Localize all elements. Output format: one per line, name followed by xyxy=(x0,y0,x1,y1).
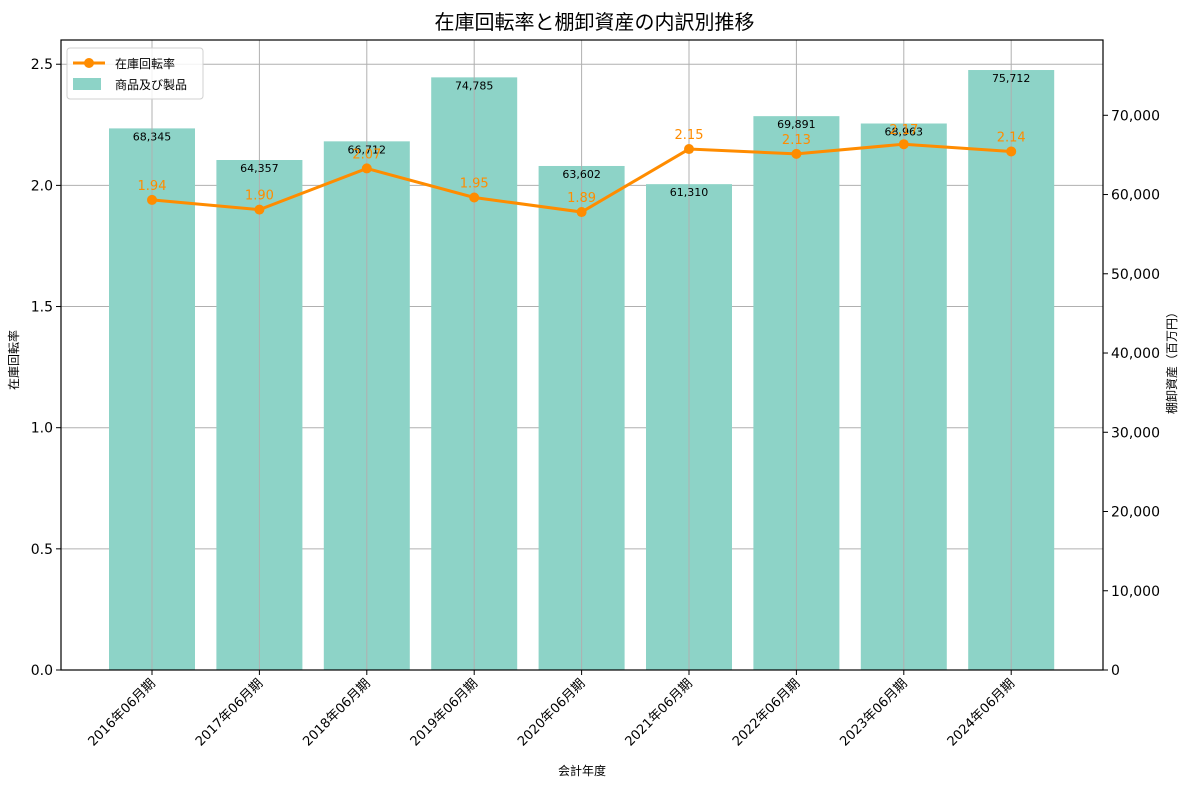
x-tick-label: 2018年06月期 xyxy=(300,676,373,749)
legend-label-turnover: 在庫回転率 xyxy=(115,56,175,71)
x-axis-label: 会計年度 xyxy=(558,763,606,778)
right-tick-label: 0 xyxy=(1111,663,1120,679)
line-marker xyxy=(254,204,265,215)
line-marker xyxy=(576,207,587,218)
x-tick-label: 2024年06月期 xyxy=(945,676,1018,749)
left-tick-label: 0.0 xyxy=(31,663,53,679)
right-tick-label: 30,000 xyxy=(1111,425,1160,441)
x-tick-label: 2016年06月期 xyxy=(86,676,159,749)
line-value-label: 2.15 xyxy=(675,128,704,143)
line-marker xyxy=(791,148,802,159)
line-value-label: 2.14 xyxy=(997,130,1026,145)
line-value-label: 1.94 xyxy=(138,179,167,194)
line-marker xyxy=(361,163,372,174)
bar-value-label: 64,357 xyxy=(240,162,279,175)
x-tick-label: 2022年06月期 xyxy=(730,676,803,749)
left-tick-label: 2.5 xyxy=(31,57,53,73)
x-tick-label: 2017年06月期 xyxy=(193,676,266,749)
left-tick-label: 0.5 xyxy=(31,542,53,558)
right-axis-label: 棚卸資産（百万円） xyxy=(1164,306,1179,414)
bar-value-label: 75,712 xyxy=(992,72,1031,85)
x-tick-label: 2023年06月期 xyxy=(837,676,910,749)
line-value-label: 1.95 xyxy=(460,177,489,192)
line-value-label: 2.07 xyxy=(352,147,381,162)
legend-bar-swatch xyxy=(73,78,101,90)
right-tick-label: 40,000 xyxy=(1111,346,1160,362)
right-tick-label: 50,000 xyxy=(1111,267,1160,283)
x-tick-label: 2020年06月期 xyxy=(515,676,588,749)
bar-value-label: 63,602 xyxy=(562,168,601,181)
left-tick-label: 1.0 xyxy=(31,421,53,437)
line-value-label: 1.89 xyxy=(567,191,596,206)
x-tick-label: 2021年06月期 xyxy=(623,676,696,749)
right-tick-label: 10,000 xyxy=(1111,584,1160,600)
right-tick-label: 20,000 xyxy=(1111,505,1160,521)
x-tick-label: 2019年06月期 xyxy=(408,676,481,749)
right-tick-label: 70,000 xyxy=(1111,108,1160,124)
line-value-label: 1.90 xyxy=(245,189,274,204)
line-value-label: 2.17 xyxy=(889,123,918,138)
bar-value-label: 69,891 xyxy=(777,118,816,131)
line-marker xyxy=(469,192,480,203)
line-value-label: 2.13 xyxy=(782,133,811,148)
line-marker xyxy=(1006,146,1017,157)
left-axis-label: 在庫回転率 xyxy=(6,330,21,390)
line-marker xyxy=(147,194,157,205)
line-series: 1.94 1.90 2.07 1.95 1.89 2.15 2.13 2.17 2.14 xyxy=(138,123,1026,218)
bar-value-label: 68,345 xyxy=(133,130,172,143)
bar-value-label: 66,712 xyxy=(348,143,387,156)
bar-value-labels: 68,345 64,357 66,712 74,785 63,602 61,310 69,8… xyxy=(133,72,1031,199)
right-tick-label: 60,000 xyxy=(1111,188,1160,204)
left-tick-label: 2.0 xyxy=(31,178,53,194)
chart-title: 在庫回転率と棚卸資産の内訳別推移 xyxy=(434,10,755,34)
line-marker xyxy=(898,139,909,150)
bar-value-label: 74,785 xyxy=(455,79,494,92)
legend-marker xyxy=(84,58,94,68)
left-tick-label: 1.5 xyxy=(31,300,53,316)
legend-label-products: 商品及び製品 xyxy=(115,77,187,92)
bar-value-label: 68,963 xyxy=(885,126,924,139)
bar-value-label: 61,310 xyxy=(670,186,709,199)
line-marker xyxy=(684,144,694,155)
